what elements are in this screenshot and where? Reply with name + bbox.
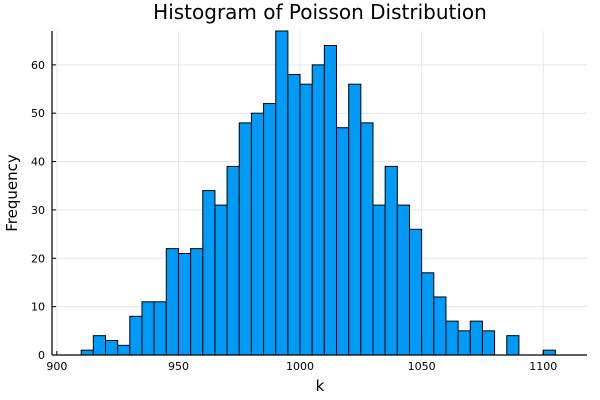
x-tick-label: 1050: [408, 360, 436, 373]
histogram-bar: [214, 204, 228, 356]
y-tick-label: 30: [31, 204, 45, 217]
histogram-bar: [506, 335, 520, 356]
histogram-bar: [360, 122, 374, 356]
histogram-bar: [421, 272, 435, 356]
histogram-bar: [408, 228, 423, 356]
histogram-bar: [433, 296, 447, 356]
histogram-bar: [190, 248, 204, 356]
histogram-bar: [299, 83, 313, 356]
histogram-bar: [287, 74, 301, 356]
histogram-bar: [165, 248, 179, 356]
histogram-bar: [275, 30, 289, 356]
x-ticks: 900 950 1000 1050 1100: [46, 351, 557, 373]
bars-group: [80, 30, 556, 356]
histogram-bar: [238, 122, 252, 356]
histogram-bar: [129, 315, 143, 356]
histogram-bar: [80, 349, 94, 356]
histogram-bar: [336, 127, 350, 356]
y-tick-label: 0: [38, 349, 45, 362]
axes-group: [51, 31, 587, 356]
histogram-bar: [396, 204, 410, 356]
y-tick-label: 40: [31, 156, 45, 169]
histogram-bar: [542, 349, 556, 356]
y-axis-label: Frequency: [3, 154, 21, 232]
histogram-bar: [92, 335, 107, 356]
histogram-bar: [153, 301, 167, 356]
x-tick-label: 1000: [286, 360, 314, 373]
y-tick-label: 10: [31, 301, 45, 314]
histogram-bar: [263, 103, 277, 356]
histogram-bar: [250, 112, 265, 356]
histogram-bar: [348, 83, 362, 356]
histogram-bar: [372, 204, 386, 356]
x-tick-label: 950: [168, 360, 189, 373]
histogram-bar: [226, 165, 240, 356]
x-tick-label: 900: [46, 360, 67, 373]
histogram-bar: [202, 190, 216, 356]
x-axis-label: k: [316, 377, 325, 395]
histogram-bar: [469, 320, 483, 356]
y-tick-label: 60: [31, 59, 45, 72]
y-tick-label: 20: [31, 252, 45, 265]
histogram-bar: [384, 165, 398, 356]
histogram-bar: [117, 344, 131, 356]
histogram-bar: [177, 252, 192, 356]
y-tick-label: 50: [31, 107, 45, 120]
histogram-bar: [323, 45, 338, 356]
histogram-bar: [457, 330, 471, 356]
histogram-bar: [481, 330, 496, 356]
x-tick-label: 1100: [529, 360, 557, 373]
histogram-bar: [445, 320, 459, 356]
y-ticks: 0 10 20 30 40 50 60: [31, 59, 56, 362]
histogram-bar: [105, 339, 119, 356]
histogram-bar: [141, 301, 155, 356]
chart-title: Histogram of Poisson Distribution: [153, 0, 487, 24]
histogram-bar: [311, 64, 325, 356]
